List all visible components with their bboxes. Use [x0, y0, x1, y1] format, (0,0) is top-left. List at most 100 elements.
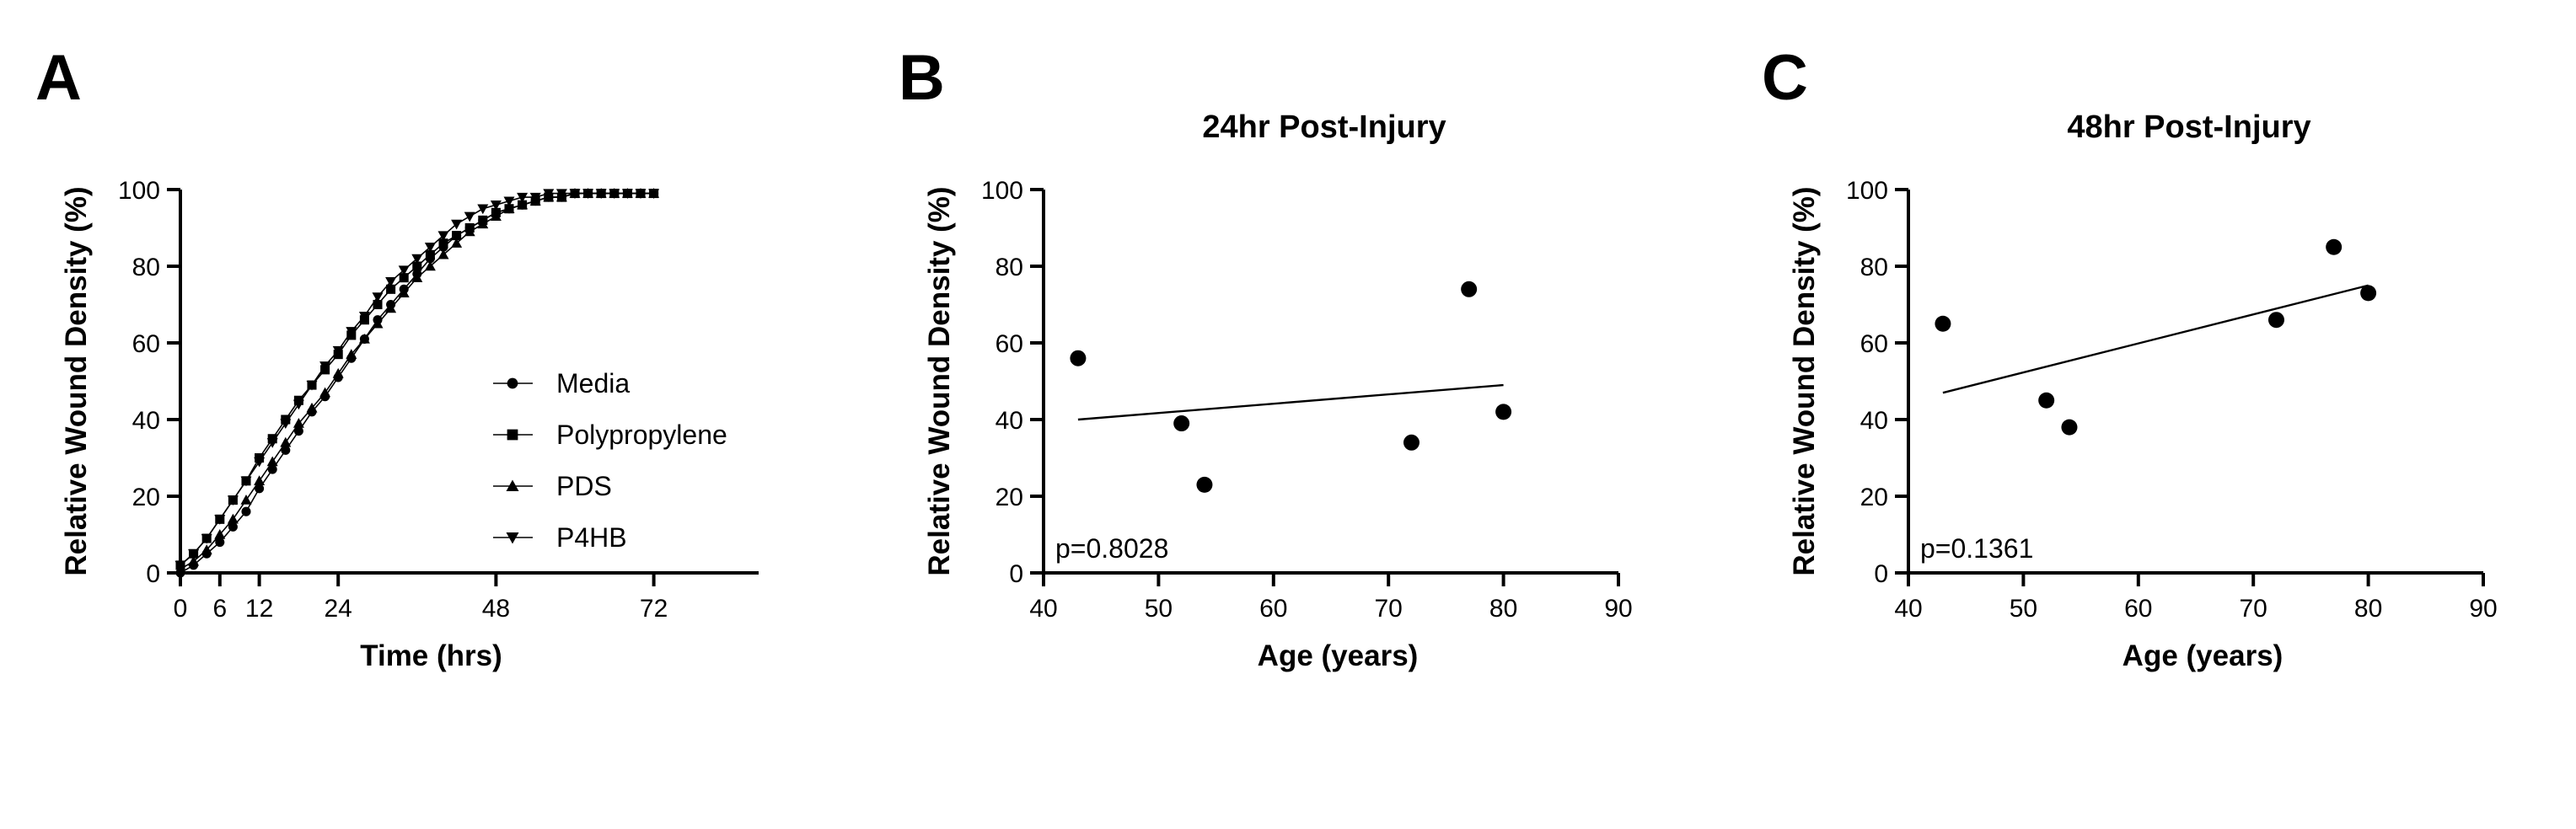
y-tick-label: 80 [132, 254, 160, 281]
data-point [292, 418, 304, 428]
data-point [2061, 419, 2078, 436]
data-point [201, 533, 212, 544]
x-tick-label: 60 [1259, 595, 1287, 623]
data-point [451, 238, 463, 248]
data-point [332, 367, 344, 378]
y-tick-label: 20 [996, 484, 1023, 511]
data-point [1070, 350, 1087, 366]
data-point [517, 199, 529, 210]
x-tick-label: 6 [212, 595, 227, 623]
data-point [346, 349, 357, 359]
y-tick-label: 0 [146, 560, 160, 588]
scatter-points [1935, 238, 2377, 436]
data-point [227, 513, 239, 524]
legend-item: Media [493, 368, 630, 398]
y-tick-label: 40 [132, 407, 160, 435]
data-point [425, 249, 435, 259]
data-point [437, 249, 449, 259]
x-tick-label: 60 [2124, 595, 2152, 623]
data-point [555, 189, 567, 200]
x-axis-label: Age (years) [2123, 639, 2284, 672]
data-point [1196, 476, 1213, 493]
data-point [254, 457, 266, 468]
legend-label: Polypropylene [556, 420, 727, 450]
data-point [267, 464, 277, 474]
data-point [319, 361, 331, 372]
y-tick-label: 0 [1009, 560, 1023, 588]
data-point [438, 238, 448, 249]
data-point [372, 318, 384, 329]
data-point [306, 402, 318, 413]
data-point [2326, 238, 2343, 255]
data-point [477, 218, 489, 229]
data-point [412, 261, 422, 271]
y-tick-label: 80 [1860, 254, 1888, 281]
data-point [254, 475, 266, 485]
data-point [280, 419, 292, 430]
data-point [595, 189, 607, 200]
y-axis-label: Relative Wound Density (%) [1788, 186, 1821, 575]
y-tick-label: 100 [118, 177, 160, 205]
panel-letter: B [899, 42, 945, 114]
data-point [543, 189, 555, 200]
x-tick-label: 50 [2010, 595, 2037, 623]
data-point [503, 196, 515, 207]
y-tick-label: 60 [996, 330, 1023, 358]
x-tick-label: 80 [2354, 595, 2382, 623]
data-point [1935, 315, 1951, 332]
data-point [1495, 404, 1512, 420]
data-point [529, 192, 541, 203]
p-value-annotation: p=0.1361 [1920, 533, 2033, 564]
data-point [358, 311, 370, 322]
data-point [398, 287, 410, 298]
data-point [214, 529, 226, 539]
data-point [215, 538, 225, 548]
data-point [609, 189, 620, 200]
data-point [188, 555, 200, 566]
data-point [490, 201, 502, 211]
x-tick-label: 40 [1029, 595, 1057, 623]
legend-label: P4HB [556, 522, 627, 553]
data-point [437, 231, 449, 242]
data-point [424, 243, 436, 253]
data-point [227, 495, 239, 506]
y-tick-label: 40 [996, 407, 1023, 435]
x-tick-label: 24 [325, 595, 352, 623]
regression-line [1942, 284, 2369, 394]
x-tick-label: 48 [482, 595, 510, 623]
data-point [398, 265, 410, 276]
data-point [241, 506, 251, 516]
legend-item: Polypropylene [493, 420, 727, 450]
data-point [373, 299, 383, 310]
data-point [293, 426, 303, 436]
data-point [358, 333, 370, 344]
data-point [451, 219, 463, 230]
data-point [1173, 415, 1190, 432]
legend-marker [506, 479, 519, 491]
data-point [280, 436, 292, 447]
data-point [464, 226, 475, 237]
data-point [1403, 434, 1419, 451]
y-axis-label: Relative Wound Density (%) [923, 186, 956, 575]
x-axis-label: Time (hrs) [360, 639, 502, 672]
data-point [292, 399, 304, 410]
y-tick-label: 80 [996, 254, 1023, 281]
legend-marker [507, 429, 518, 441]
panel-b: B 24hr Post-Injury 0 20 40 60 80 100 40 50 60 70 80 9… [899, 42, 1633, 672]
y-tick-label: 20 [132, 484, 160, 511]
x-tick-label: 90 [2469, 595, 2497, 623]
data-point [240, 476, 252, 487]
scatter-points [1070, 281, 1512, 493]
data-point [188, 549, 200, 559]
data-point [2038, 392, 2055, 409]
data-point [2360, 285, 2377, 302]
series-p4hb [174, 189, 660, 571]
y-axis-label: Relative Wound Density (%) [60, 186, 93, 575]
data-point [385, 277, 397, 287]
x-tick-label: 80 [1489, 595, 1517, 623]
data-point [332, 345, 344, 356]
x-tick-label: 90 [1604, 595, 1632, 623]
data-point [255, 484, 265, 494]
